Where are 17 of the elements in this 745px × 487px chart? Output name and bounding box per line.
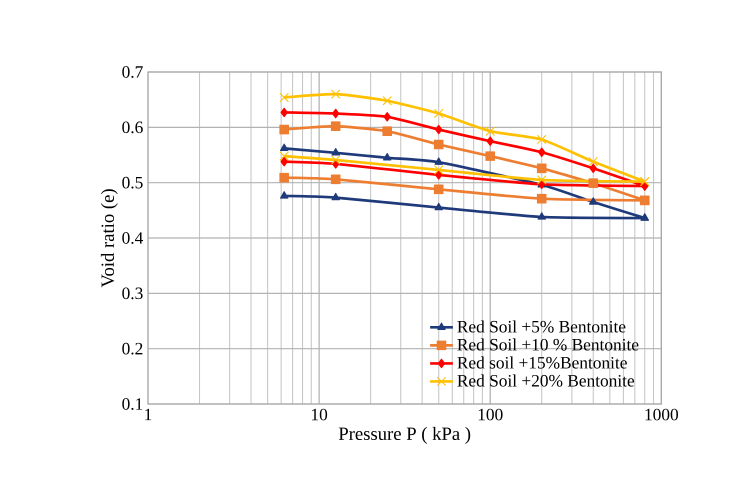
x-tick-label: 1000 [646, 408, 678, 421]
x-tick-label: 100 [478, 408, 503, 421]
legend-label: Red Soil +5% Bentonite [457, 320, 626, 333]
legend-label: Red Soil +20% Bentonite [457, 374, 634, 387]
y-tick-label: 0.6 [122, 122, 143, 134]
x-tick-label: 10 [312, 408, 328, 421]
y-tick-label: 0.3 [122, 288, 143, 300]
y-tick-label: 0.1 [122, 398, 142, 410]
x-tick-label: 1 [145, 408, 152, 420]
legend-label: Red Soil +10 % Bentonite [457, 338, 638, 351]
x-axis-title: Pressure P ( kPa ) [338, 427, 470, 444]
legend-label: Red soil +15%Bentonite [457, 356, 627, 369]
y-tick-label: 0.4 [122, 232, 144, 244]
y-tick-label: 0.7 [122, 66, 143, 78]
y-tick-label: 0.5 [122, 176, 143, 189]
y-tick-label: 0.2 [122, 342, 142, 355]
y-axis-title: Void ratio (e) [100, 189, 118, 288]
